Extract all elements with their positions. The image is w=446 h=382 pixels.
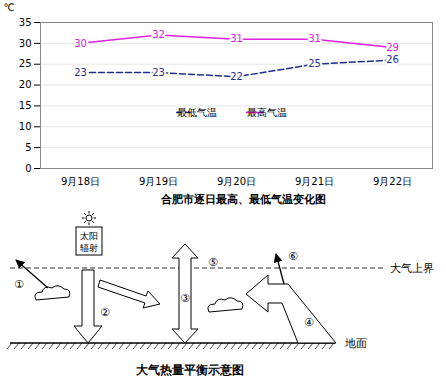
svg-text:0: 0: [25, 163, 31, 174]
svg-text:9月21日: 9月21日: [295, 176, 334, 187]
svg-text:9月19日: 9月19日: [139, 176, 178, 187]
svg-text:31: 31: [308, 33, 321, 44]
svg-text:29: 29: [386, 42, 399, 53]
svg-text:③: ③: [180, 292, 190, 305]
svg-text:5: 5: [25, 142, 31, 153]
svg-text:32: 32: [152, 29, 165, 40]
svg-text:④: ④: [304, 316, 314, 329]
svg-text:30: 30: [19, 38, 32, 49]
svg-text:辐射: 辐射: [80, 243, 98, 253]
svg-text:地面: 地面: [344, 337, 367, 350]
svg-text:30: 30: [74, 38, 87, 49]
svg-text:大气热量平衡示意图: 大气热量平衡示意图: [136, 363, 244, 377]
html-text:合肥市逐日最高、最低气温变化图: 合肥市逐日最高、最低气温变化图: [160, 193, 326, 206]
svg-text:9月18日: 9月18日: [61, 176, 100, 187]
svg-text:①: ①: [14, 278, 24, 291]
svg-text:25: 25: [308, 58, 321, 69]
svg-text:22: 22: [230, 71, 243, 82]
svg-text:15: 15: [19, 100, 32, 111]
svg-text:最高气温: 最高气温: [247, 107, 287, 118]
svg-text:大气上界: 大气上界: [390, 262, 434, 275]
svg-text:23: 23: [74, 67, 87, 78]
svg-text:31: 31: [230, 33, 243, 44]
svg-text:26: 26: [386, 54, 399, 65]
svg-text:9月20日: 9月20日: [217, 176, 256, 187]
svg-text:⑥: ⑥: [288, 250, 298, 263]
svg-text:②: ②: [100, 306, 110, 319]
svg-text:太阳: 太阳: [80, 231, 98, 241]
svg-text:10: 10: [19, 121, 32, 132]
svg-text:最低气温: 最低气温: [177, 107, 217, 118]
svg-text:23: 23: [152, 67, 165, 78]
svg-text:9月22日: 9月22日: [373, 176, 412, 187]
svg-text:25: 25: [19, 58, 32, 69]
svg-text:⑤: ⑤: [208, 256, 218, 269]
svg-text:℃: ℃: [4, 2, 15, 13]
svg-text:35: 35: [19, 17, 32, 28]
svg-text:20: 20: [19, 79, 32, 90]
